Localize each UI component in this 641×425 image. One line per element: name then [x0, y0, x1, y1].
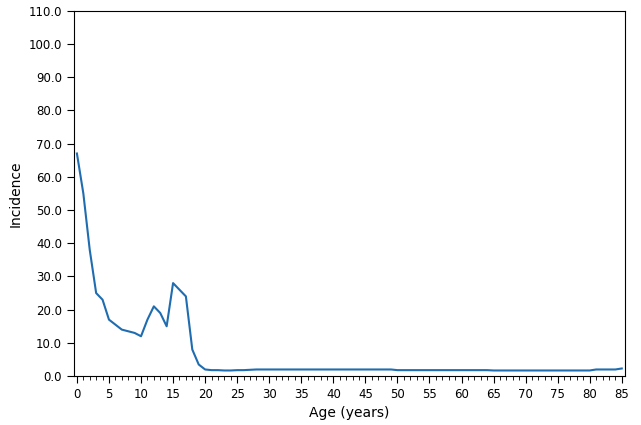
Y-axis label: Incidence: Incidence: [9, 160, 23, 227]
X-axis label: Age (years): Age (years): [309, 406, 390, 420]
